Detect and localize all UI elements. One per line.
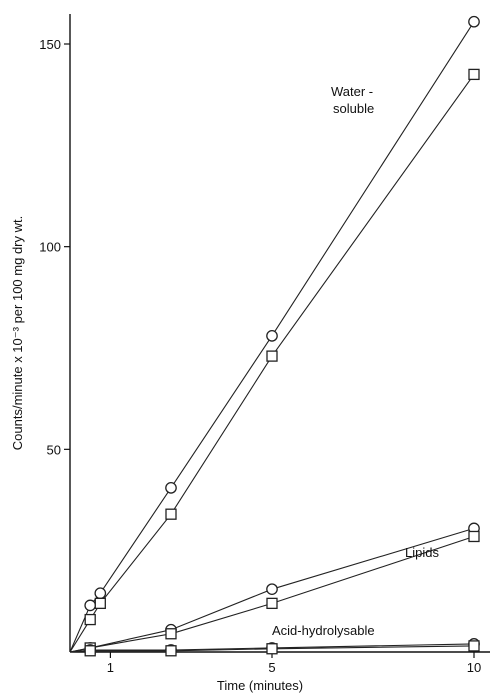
annotation-lipids: Lipids <box>405 545 439 560</box>
series-2 <box>69 68 480 653</box>
series-line <box>69 74 475 653</box>
data-point-square <box>94 597 106 610</box>
data-point-square <box>266 643 278 655</box>
x-axis-label: Time (minutes) <box>217 678 303 693</box>
y-tick-label: 150 <box>39 37 61 52</box>
annotation-acid-hydrolysable: Acid-hydrolysable <box>272 623 375 638</box>
data-point-square <box>84 613 96 626</box>
data-point-circle <box>165 481 177 494</box>
data-point-square <box>84 645 96 657</box>
y-tick-label: 50 <box>47 442 61 457</box>
series-line <box>69 21 475 653</box>
data-point-circle <box>84 599 97 612</box>
data-point-square <box>266 597 278 610</box>
data-point-square <box>468 68 480 81</box>
x-ticks: 1 5 10 <box>107 652 481 675</box>
data-point-circle <box>266 329 278 342</box>
y-tick-label: 100 <box>39 240 61 255</box>
series-layer <box>69 15 480 657</box>
x-tick-label: 1 <box>107 660 114 675</box>
data-point-square <box>165 645 177 657</box>
data-point-square <box>468 640 480 652</box>
data-point-square <box>165 508 177 520</box>
data-point-circle <box>94 587 107 600</box>
data-point-circle <box>468 15 480 28</box>
data-point-circle <box>266 583 278 596</box>
x-tick-label: 10 <box>467 660 481 675</box>
series-6 <box>69 640 480 657</box>
data-point-square <box>468 530 480 543</box>
x-tick-label: 5 <box>268 660 275 675</box>
data-point-square <box>165 628 177 640</box>
y-ticks: 50 100 150 <box>39 37 70 457</box>
annotation-water-soluble-line2: soluble <box>333 101 374 116</box>
annotation-water-soluble-line1: Water - <box>331 84 373 99</box>
data-point-square <box>266 350 278 362</box>
y-axis-label: Counts/minute x 10⁻³ per 100 mg dry wt. <box>10 216 25 450</box>
